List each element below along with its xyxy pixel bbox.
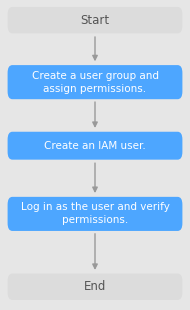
FancyBboxPatch shape xyxy=(8,65,182,99)
Text: Start: Start xyxy=(80,14,110,27)
FancyBboxPatch shape xyxy=(8,132,182,160)
Text: Log in as the user and verify
permissions.: Log in as the user and verify permission… xyxy=(21,202,169,225)
FancyBboxPatch shape xyxy=(8,7,182,33)
Text: End: End xyxy=(84,280,106,293)
Text: Create a user group and
assign permissions.: Create a user group and assign permissio… xyxy=(32,71,158,94)
FancyBboxPatch shape xyxy=(8,197,182,231)
Text: Create an IAM user.: Create an IAM user. xyxy=(44,141,146,151)
FancyBboxPatch shape xyxy=(8,274,182,300)
